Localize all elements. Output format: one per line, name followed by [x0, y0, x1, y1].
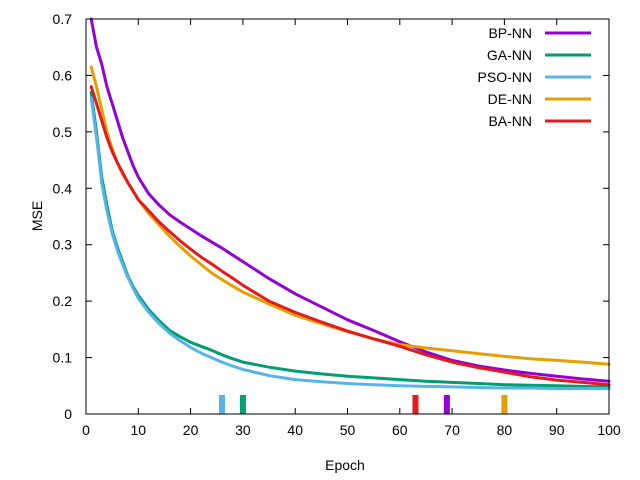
series-line-ba-nn — [89, 85, 611, 387]
series-line-bp-nn — [89, 17, 611, 383]
plot-frame — [85, 18, 610, 415]
y-tick-label: 0.7 — [53, 11, 73, 27]
x-tick-label: 90 — [549, 422, 565, 438]
convergence-marker-ba-nn — [412, 395, 419, 414]
x-tick-label: 0 — [82, 422, 90, 438]
legend-label-pso-nn: PSO-NN — [478, 69, 532, 85]
legend-label-de-nn: DE-NN — [488, 91, 532, 107]
x-tick-label: 40 — [287, 422, 303, 438]
x-axis-label: Epoch — [325, 457, 365, 473]
x-tick-label: 70 — [444, 422, 460, 438]
convergence-marker-bp-nn — [443, 395, 450, 414]
y-axis-label: MSE — [29, 201, 45, 231]
y-tick-label: 0 — [64, 406, 72, 422]
x-tick-label: 50 — [340, 422, 356, 438]
x-tick-label: 80 — [497, 422, 513, 438]
legend-label-bp-nn: BP-NN — [488, 25, 532, 41]
x-tick-label: 60 — [392, 422, 408, 438]
convergence-marker-de-nn — [501, 395, 508, 414]
x-tick-label: 20 — [183, 422, 199, 438]
y-tick-label: 0.2 — [53, 293, 73, 309]
series-line-ga-nn — [89, 90, 611, 389]
convergence-marker-pso-nn — [218, 395, 225, 414]
y-tick-label: 0.5 — [53, 124, 73, 140]
legend: BP-NN GA-NN PSO-NN DE-NN BA-NN — [478, 25, 591, 129]
x-tick-label: 100 — [597, 422, 621, 438]
legend-label-ga-nn: GA-NN — [487, 47, 532, 63]
x-tick-label: 30 — [235, 422, 251, 438]
x-tick-label: 10 — [131, 422, 147, 438]
series-line-pso-nn — [89, 96, 611, 391]
y-tick-label: 0.4 — [53, 180, 73, 196]
y-tick-label: 0.1 — [53, 350, 73, 366]
convergence-marker-ga-nn — [239, 395, 246, 414]
tick-labels: 0 10 20 30 40 50 60 70 80 90 100 0 0.1 0.2 0.3 0.4 0.5 0.… — [53, 11, 621, 438]
y-tick-label: 0.6 — [53, 67, 73, 83]
y-tick-label: 0.3 — [53, 237, 73, 253]
series-lines — [89, 17, 611, 391]
convergence-markers — [218, 395, 508, 414]
legend-label-ba-nn: BA-NN — [488, 113, 532, 129]
